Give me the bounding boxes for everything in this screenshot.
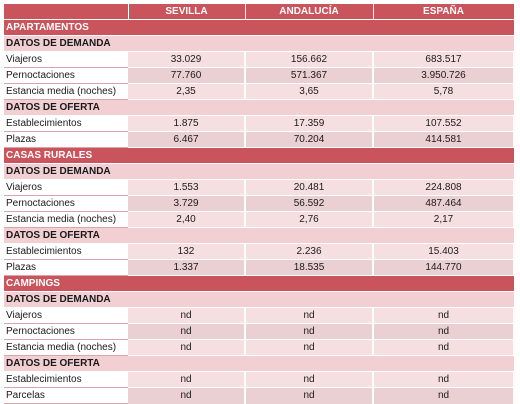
value-cell: nd (245, 387, 374, 404)
value-cell: nd (373, 387, 515, 404)
supply-subheader: DATOS DE OFERTA (4, 227, 514, 244)
value-cell: 18.535 (245, 259, 374, 276)
header-row: SEVILLA ANDALUCÍA ESPAÑA (4, 4, 515, 20)
table-row: Estancia media (noches) nd nd nd (4, 339, 515, 356)
row-label: Pernoctaciones (4, 67, 128, 84)
row-label: Viajeros (4, 179, 128, 196)
row-label: Estancia media (noches) (4, 83, 128, 100)
value-cell: nd (245, 307, 374, 324)
value-cell: 107.552 (373, 115, 515, 132)
row-label: Viajeros (4, 51, 128, 68)
value-cell: 17.359 (245, 115, 374, 132)
value-cell: 2,40 (128, 211, 246, 228)
value-cell: 1.337 (128, 259, 246, 276)
table-row: Establecimientos nd nd nd (4, 371, 515, 388)
table-row: Parcelas nd nd nd (4, 387, 515, 404)
value-cell: nd (373, 371, 515, 388)
table-row: Pernoctaciones 77.760 571.367 3.950.726 (4, 67, 515, 84)
value-cell: 20.481 (245, 179, 374, 196)
value-cell: 6.467 (128, 131, 246, 148)
value-cell: 132 (128, 243, 246, 260)
table-row: Viajeros 1.553 20.481 224.808 (4, 179, 515, 196)
supply-subheader: DATOS DE OFERTA (4, 355, 514, 372)
demand-subheader-row: DATOS DE DEMANDA (4, 163, 514, 180)
demand-subheader: DATOS DE DEMANDA (4, 163, 514, 180)
tourism-data-table: SEVILLA ANDALUCÍA ESPAÑA APARTAMENTOS DAT… (4, 4, 515, 404)
row-label: Pernoctaciones (4, 323, 128, 340)
supply-subheader-row: DATOS DE OFERTA (4, 355, 514, 372)
section-row: APARTAMENTOS (4, 19, 514, 36)
table-row: Establecimientos 132 2.236 15.403 (4, 243, 515, 260)
demand-subheader-row: DATOS DE DEMANDA (4, 35, 514, 52)
table-row: Pernoctaciones 3.729 56.592 487.464 (4, 195, 515, 212)
value-cell: 33.029 (128, 51, 246, 68)
row-label: Estancia media (noches) (4, 339, 128, 356)
header-sevilla: SEVILLA (128, 4, 246, 20)
value-cell: nd (245, 323, 374, 340)
table-row: Plazas 1.337 18.535 144.770 (4, 259, 515, 276)
supply-subheader-row: DATOS DE OFERTA (4, 99, 514, 116)
row-label: Plazas (4, 259, 128, 276)
value-cell: 1.875 (128, 115, 246, 132)
value-cell: 571.367 (245, 67, 374, 84)
table-row: Viajeros nd nd nd (4, 307, 515, 324)
table-row: Estancia media (noches) 2,40 2,76 2,17 (4, 211, 515, 228)
value-cell: nd (373, 323, 515, 340)
value-cell: 683.517 (373, 51, 515, 68)
value-cell: nd (245, 371, 374, 388)
value-cell: 144.770 (373, 259, 515, 276)
value-cell: 5,78 (373, 83, 515, 100)
demand-subheader-row: DATOS DE DEMANDA (4, 291, 514, 308)
value-cell: 77.760 (128, 67, 246, 84)
value-cell: nd (128, 307, 246, 324)
value-cell: nd (373, 339, 515, 356)
value-cell: nd (128, 323, 246, 340)
row-label: Establecimientos (4, 371, 128, 388)
table-row: Establecimientos 1.875 17.359 107.552 (4, 115, 515, 132)
row-label: Estancia media (noches) (4, 211, 128, 228)
row-label: Pernoctaciones (4, 195, 128, 212)
value-cell: 2,35 (128, 83, 246, 100)
value-cell: 487.464 (373, 195, 515, 212)
table-row: Viajeros 33.029 156.662 683.517 (4, 51, 515, 68)
section-row: CASAS RURALES (4, 147, 514, 164)
value-cell: nd (128, 387, 246, 404)
header-empty-cell (4, 4, 129, 20)
section-title: APARTAMENTOS (4, 19, 514, 36)
value-cell: 56.592 (245, 195, 374, 212)
table-row: Plazas 6.467 70.204 414.581 (4, 131, 515, 148)
value-cell: 2,76 (245, 211, 374, 228)
demand-subheader: DATOS DE DEMANDA (4, 291, 514, 308)
header-andalucia: ANDALUCÍA (245, 4, 374, 20)
value-cell: 3.950.726 (373, 67, 515, 84)
table-row: Pernoctaciones nd nd nd (4, 323, 515, 340)
value-cell: 15.403 (373, 243, 515, 260)
value-cell: 1.553 (128, 179, 246, 196)
row-label: Viajeros (4, 307, 128, 324)
value-cell: 224.808 (373, 179, 515, 196)
demand-subheader: DATOS DE DEMANDA (4, 35, 514, 52)
value-cell: 156.662 (245, 51, 374, 68)
row-label: Parcelas (4, 387, 128, 404)
value-cell: 70.204 (245, 131, 374, 148)
row-label: Plazas (4, 131, 128, 148)
supply-subheader-row: DATOS DE OFERTA (4, 227, 514, 244)
table-row: Estancia media (noches) 2,35 3,65 5,78 (4, 83, 515, 100)
row-label: Establecimientos (4, 115, 128, 132)
header-espana: ESPAÑA (373, 4, 515, 20)
value-cell: nd (128, 339, 246, 356)
section-row: CAMPINGS (4, 275, 514, 292)
value-cell: 3,65 (245, 83, 374, 100)
value-cell: nd (373, 307, 515, 324)
value-cell: 2.236 (245, 243, 374, 260)
value-cell: 414.581 (373, 131, 515, 148)
section-title: CAMPINGS (4, 275, 514, 292)
value-cell: 2,17 (373, 211, 515, 228)
row-label: Establecimientos (4, 243, 128, 260)
section-title: CASAS RURALES (4, 147, 514, 164)
value-cell: nd (128, 371, 246, 388)
value-cell: nd (245, 339, 374, 356)
supply-subheader: DATOS DE OFERTA (4, 99, 514, 116)
value-cell: 3.729 (128, 195, 246, 212)
